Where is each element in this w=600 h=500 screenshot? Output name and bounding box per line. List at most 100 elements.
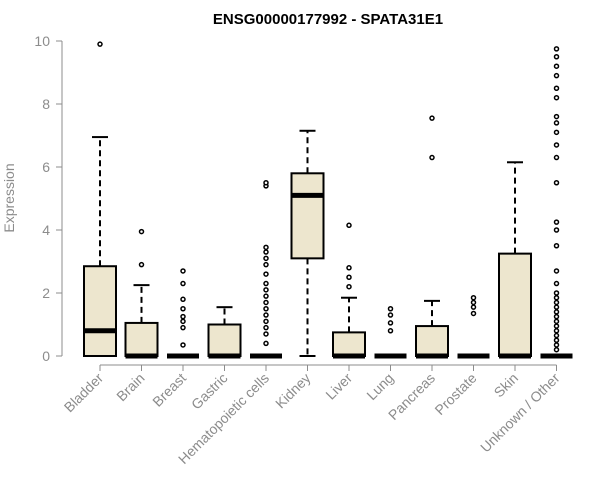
outlier-point [263,340,269,347]
box-iqr [83,265,117,358]
outlier-point [180,280,186,287]
box-lung [374,306,407,359]
outlier-point [180,306,186,312]
outlier-point [263,306,269,312]
outlier-point [263,299,269,306]
outlier-point [553,299,560,306]
box-gastric [207,306,242,359]
outlier-point [387,320,394,326]
x-tick-label: Skin [491,370,522,401]
y-tick-label: 4 [42,222,50,238]
outlier-point [553,323,560,329]
outlier-point [263,331,269,337]
box-iqr [124,321,159,357]
outlier-point [553,290,560,296]
box-pancreas [415,115,449,359]
y-tick-label: 10 [34,33,50,49]
outlier-point [553,72,560,79]
box-liver [332,222,366,359]
outlier-point [346,283,352,290]
outlier-point [429,115,435,121]
outlier-point [470,304,477,310]
outlier-point [553,54,560,60]
outlier-point [553,46,560,52]
x-tick-label: Liver [322,370,355,403]
outlier-point [553,280,560,287]
box-bladder [83,41,117,358]
outlier-point [180,318,186,325]
outlier-point [553,304,560,310]
outlier-point [553,227,560,233]
box-iqr [415,325,449,358]
outlier-point [263,287,269,293]
outlier-point [553,113,560,120]
x-tick-label: Bladder [61,370,107,416]
box-kidney [290,129,325,357]
outlier-point [97,41,103,47]
outlier-point [553,294,560,301]
box-iqr [332,331,366,357]
outlier-point [263,271,269,277]
outlier-point [553,332,560,339]
outlier-point [553,309,560,315]
outlier-point [263,293,269,299]
outlier-point [553,180,560,186]
outlier-point [387,306,394,312]
outlier-point [553,243,560,249]
chart-title: ENSG00000177992 - SPATA31E1 [213,11,443,28]
outlier-point [553,328,560,334]
boxes [83,41,573,359]
box-iqr [498,252,532,357]
outlier-point [553,85,560,91]
outlier-point [180,313,186,320]
outlier-point [553,94,560,101]
outlier-point [346,274,352,280]
box-iqr [207,323,242,357]
outlier-point [180,342,186,348]
x-tick-label: Kidney [272,370,314,412]
y-tick-label: 0 [42,348,50,364]
box-skin [498,161,532,359]
outlier-point [138,228,145,235]
outlier-point [429,154,435,161]
y-tick-label: 6 [42,159,50,175]
outlier-point [346,222,352,229]
outlier-point [263,244,269,251]
outlier-point [553,346,560,353]
outlier-point [263,180,269,186]
outlier-point [180,296,186,303]
box-brain [124,228,159,359]
outlier-point [180,324,186,331]
outlier-point [553,63,560,69]
y-axis: 0 2 4 6 8 10 [34,33,63,364]
outlier-point [470,299,477,306]
outlier-point [553,142,560,148]
y-tick-label: 8 [42,96,50,112]
outlier-point [263,249,269,255]
outlier-point [470,310,477,317]
outlier-point [263,312,269,318]
outlier-point [553,268,560,274]
outlier-point [263,280,269,287]
box-unknown-other [540,46,573,359]
box-hematopoietic-cells [250,180,282,359]
x-tick-label: Breast [149,370,189,410]
outlier-point [553,337,560,343]
x-tick-label: Brain [113,370,147,404]
outlier-point [138,261,145,268]
box-prostate [457,294,490,359]
y-tick-label: 2 [42,285,50,301]
outlier-point [387,328,394,334]
outlier-point [553,154,560,161]
outlier-point [180,268,186,274]
outlier-point [263,255,269,262]
outlier-point [553,342,560,348]
box-iqr [290,172,325,260]
outlier-point [470,294,477,301]
y-axis-label: Expression [1,163,17,232]
outlier-point [263,261,269,268]
x-tick-label: Prostate [431,370,479,418]
